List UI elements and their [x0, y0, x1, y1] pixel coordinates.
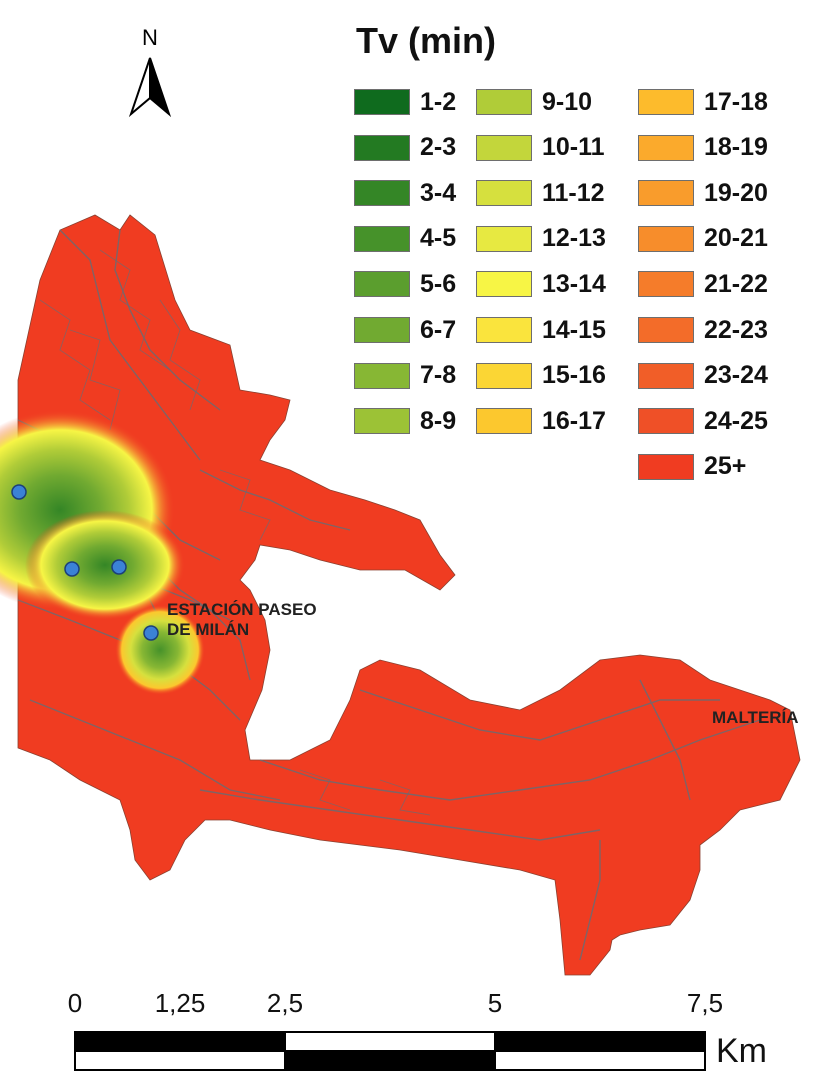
scale-bar-tick-label: 0 [67, 988, 83, 1018]
legend-label: 14-15 [542, 315, 606, 344]
legend-label: 22-23 [704, 315, 768, 344]
legend-item: 19-20 [638, 178, 768, 208]
scale-bar-tick-label: 7,5 [686, 988, 724, 1018]
legend-item: 2-3 [354, 133, 456, 163]
station-marker[interactable] [64, 561, 80, 577]
legend-label: 7-8 [420, 361, 457, 390]
legend-label: 17-18 [704, 87, 768, 116]
legend-swatch [638, 134, 694, 161]
legend-item: 4-5 [354, 224, 456, 254]
legend-label: 10-11 [542, 133, 605, 162]
legend-item: 20-21 [638, 224, 768, 254]
legend-item: 3-4 [354, 178, 456, 208]
legend-item: 11-12 [476, 178, 605, 208]
north-arrow-icon [128, 57, 172, 118]
legend-swatch [638, 408, 694, 435]
legend-label: 24-25 [704, 406, 768, 435]
legend-item: 1-2 [354, 87, 456, 117]
isochrone-gradient-center [25, 510, 185, 620]
legend-swatch [638, 362, 694, 389]
legend-swatch [638, 225, 694, 252]
legend-swatch [354, 89, 410, 115]
legend-item: 23-24 [638, 361, 768, 391]
legend-swatch [476, 362, 532, 389]
legend-label: 8-9 [420, 406, 457, 435]
scale-bar-tick-label: 5 [487, 988, 503, 1018]
legend-item: 17-18 [638, 87, 768, 117]
legend-label: 18-19 [704, 133, 768, 162]
legend-swatch [476, 408, 532, 435]
legend-label: 5-6 [420, 269, 457, 298]
legend-swatch [354, 362, 410, 389]
legend-label: 6-7 [420, 315, 457, 344]
station-marker[interactable] [11, 484, 27, 500]
legend-item: 15-16 [476, 361, 606, 391]
legend-item: 16-17 [476, 406, 606, 436]
scale-bar-tick-label: 1,25 [154, 988, 206, 1018]
legend-swatch [638, 89, 694, 115]
scale-bar-unit: Km [716, 1032, 767, 1070]
legend-item: 22-23 [638, 315, 768, 345]
legend-label: 4-5 [420, 224, 457, 253]
legend-label: 13-14 [542, 269, 606, 298]
legend-swatch [354, 134, 410, 161]
legend-swatch [476, 317, 532, 343]
legend-swatch [638, 453, 694, 480]
station-marker[interactable] [111, 559, 127, 575]
legend-item: 8-9 [354, 406, 456, 436]
legend-swatch [476, 134, 532, 161]
legend-label: 11-12 [542, 178, 605, 207]
legend-label: 21-22 [704, 269, 768, 298]
road-network-dense [39, 249, 431, 816]
legend-swatch [354, 408, 410, 435]
legend-item: 25+ [638, 452, 746, 482]
legend-label: 16-17 [542, 406, 606, 435]
legend-item: 13-14 [476, 269, 606, 299]
scale-bar [74, 1031, 706, 1071]
legend-swatch [638, 317, 694, 343]
legend-item: 24-25 [638, 406, 768, 436]
legend-item: 18-19 [638, 133, 768, 163]
legend-item: 10-11 [476, 133, 605, 163]
legend-item: 7-8 [354, 361, 456, 391]
legend-swatch [354, 317, 410, 343]
legend-swatch [476, 89, 532, 115]
legend-label: 1-2 [420, 87, 457, 116]
north-label: N [142, 25, 158, 50]
legend-label: 9-10 [542, 87, 593, 116]
scale-bar-tick-label: 2,5 [266, 988, 304, 1018]
place-label-estacion-paseo-de-milan: ESTACIÓN PASEO DE MILÁN [167, 600, 317, 640]
legend-swatch [354, 271, 410, 298]
legend-item: 12-13 [476, 224, 606, 254]
legend-label: 25+ [704, 452, 747, 481]
legend-swatch [638, 180, 694, 207]
legend-label: 2-3 [420, 133, 457, 162]
legend-title: Tv (min) [356, 20, 496, 61]
legend-item: 5-6 [354, 269, 456, 299]
legend-label: 15-16 [542, 361, 606, 390]
legend-swatch [354, 225, 410, 252]
legend-item: 21-22 [638, 269, 768, 299]
legend-item: 6-7 [354, 315, 456, 345]
legend-swatch [476, 271, 532, 298]
station-marker[interactable] [143, 625, 159, 641]
legend-label: 19-20 [704, 178, 768, 207]
legend-swatch [354, 180, 410, 207]
isochrone-gradient-south [115, 605, 205, 695]
legend-label: 3-4 [420, 178, 457, 207]
legend-swatch [476, 225, 532, 252]
legend-label: 20-21 [704, 224, 768, 253]
legend-item: 14-15 [476, 315, 606, 345]
legend-label: 23-24 [704, 361, 768, 390]
legend-label: 12-13 [542, 224, 606, 253]
legend-item: 9-10 [476, 87, 592, 117]
legend-swatch [638, 271, 694, 298]
legend-swatch [476, 180, 532, 207]
place-label-malteria: MALTERÍA [712, 708, 799, 727]
